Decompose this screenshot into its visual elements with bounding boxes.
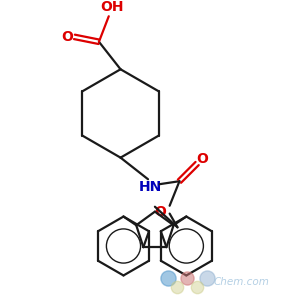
Point [185, 276, 190, 281]
Text: O: O [61, 30, 74, 44]
Point [165, 276, 170, 281]
Point [175, 285, 180, 290]
Text: O: O [196, 152, 208, 166]
Text: O: O [154, 205, 166, 219]
Text: OH: OH [100, 0, 124, 14]
Point [205, 276, 209, 281]
Point [195, 285, 200, 290]
Text: HN: HN [138, 180, 162, 194]
Text: Chem.com: Chem.com [213, 277, 269, 287]
